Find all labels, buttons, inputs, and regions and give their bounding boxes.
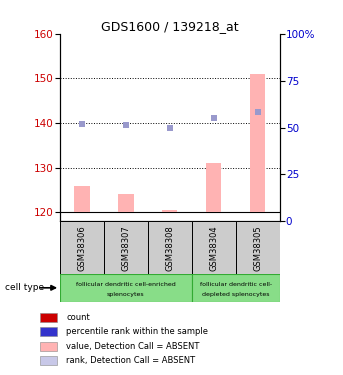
Bar: [40, 342, 57, 351]
Text: value, Detection Call = ABSENT: value, Detection Call = ABSENT: [66, 342, 199, 351]
Bar: [74, 186, 90, 212]
Bar: [206, 163, 221, 212]
Point: [123, 122, 129, 128]
Bar: [40, 356, 57, 365]
Bar: [192, 274, 280, 302]
Point: [211, 115, 216, 121]
Text: cell type: cell type: [5, 284, 44, 292]
Text: GSM38306: GSM38306: [78, 226, 86, 272]
Point: [255, 109, 260, 115]
Text: count: count: [66, 313, 90, 322]
Title: GDS1600 / 139218_at: GDS1600 / 139218_at: [101, 20, 239, 33]
Bar: [60, 274, 192, 302]
Point: [167, 125, 173, 131]
Bar: [162, 210, 177, 212]
Text: GSM38307: GSM38307: [121, 226, 130, 272]
Bar: [148, 221, 192, 276]
Text: GSM38304: GSM38304: [209, 226, 218, 271]
Bar: [192, 221, 236, 276]
Bar: [236, 221, 280, 276]
Bar: [250, 74, 265, 212]
Bar: [40, 327, 57, 336]
Bar: [60, 221, 104, 276]
Bar: [40, 313, 57, 322]
Text: percentile rank within the sample: percentile rank within the sample: [66, 327, 208, 336]
Bar: [104, 221, 148, 276]
Text: GSM38305: GSM38305: [253, 226, 262, 271]
Text: follicular dendritic cell-enriched: follicular dendritic cell-enriched: [76, 282, 176, 287]
Text: depleted splenocytes: depleted splenocytes: [202, 292, 269, 297]
Text: GSM38308: GSM38308: [165, 226, 174, 272]
Text: splenocytes: splenocytes: [107, 292, 145, 297]
Point: [79, 121, 85, 127]
Bar: [118, 195, 133, 212]
Text: follicular dendritic cell-: follicular dendritic cell-: [200, 282, 272, 287]
Text: rank, Detection Call = ABSENT: rank, Detection Call = ABSENT: [66, 356, 195, 365]
